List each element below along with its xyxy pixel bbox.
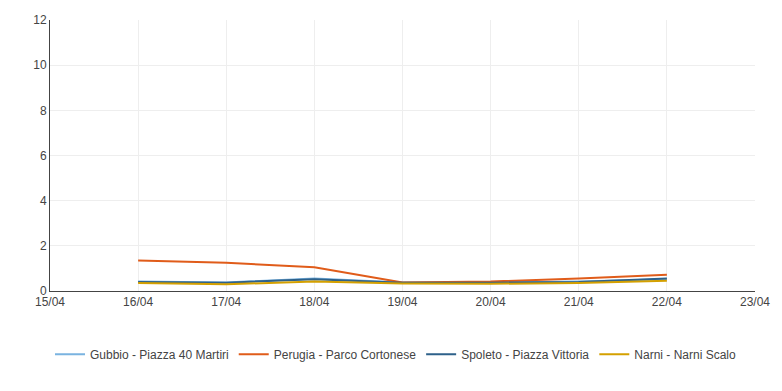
svg-text:15/04: 15/04 (35, 295, 65, 309)
svg-text:2: 2 (40, 239, 47, 253)
svg-text:18/04: 18/04 (299, 295, 329, 309)
svg-text:23/04: 23/04 (740, 295, 770, 309)
svg-text:10: 10 (33, 58, 47, 72)
svg-text:Spoleto - Piazza Vittoria: Spoleto - Piazza Vittoria (461, 348, 589, 362)
svg-text:Gubbio - Piazza 40 Martiri: Gubbio - Piazza 40 Martiri (90, 348, 229, 362)
svg-text:17/04: 17/04 (211, 295, 241, 309)
svg-text:Narni - Narni Scalo: Narni - Narni Scalo (634, 348, 736, 362)
svg-text:6: 6 (40, 149, 47, 163)
svg-text:12: 12 (33, 13, 47, 27)
svg-text:19/04: 19/04 (387, 295, 417, 309)
svg-text:21/04: 21/04 (564, 295, 594, 309)
svg-text:20/04: 20/04 (476, 295, 506, 309)
svg-text:8: 8 (40, 104, 47, 118)
svg-text:22/04: 22/04 (652, 295, 682, 309)
svg-text:0: 0 (40, 284, 47, 298)
svg-text:Perugia - Parco Cortonese: Perugia - Parco Cortonese (274, 348, 416, 362)
svg-text:16/04: 16/04 (123, 295, 153, 309)
svg-text:4: 4 (40, 194, 47, 208)
